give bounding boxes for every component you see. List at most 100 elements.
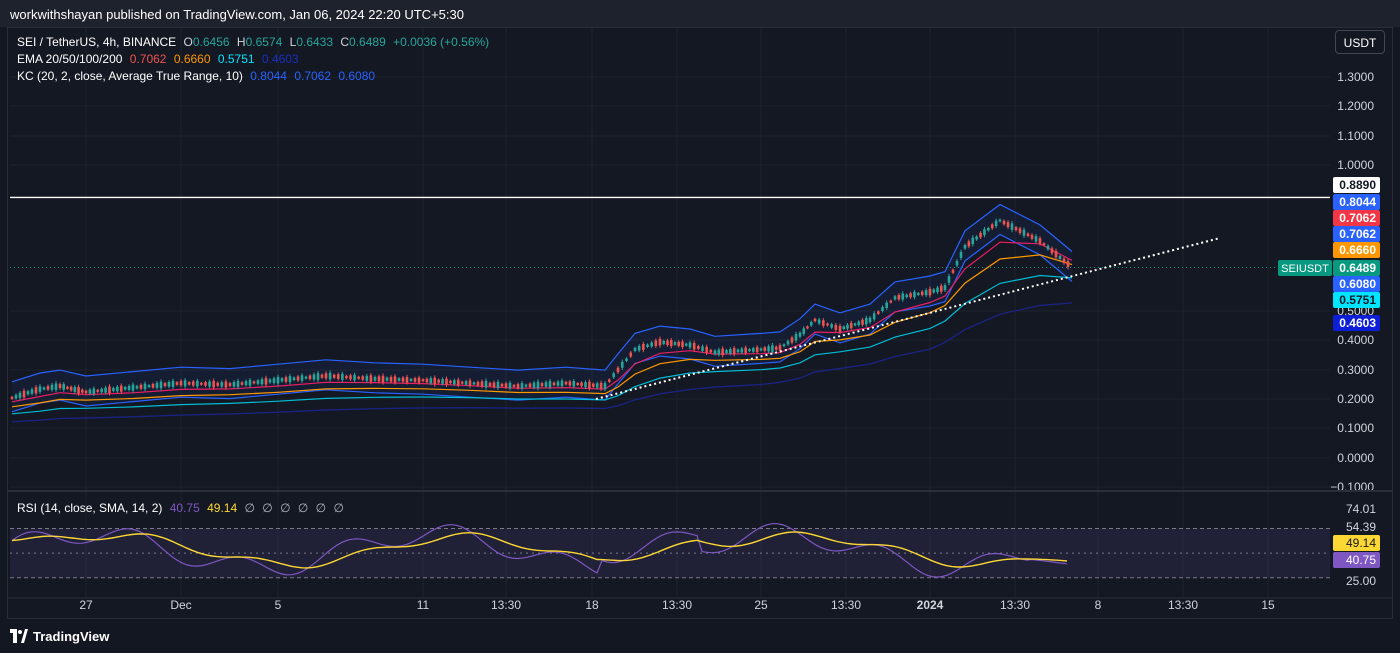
candle-body[interactable]	[967, 241, 971, 247]
candle-body[interactable]	[80, 389, 84, 393]
candle-body[interactable]	[666, 340, 669, 346]
candle-body[interactable]	[256, 380, 260, 384]
candle-body[interactable]	[936, 287, 939, 293]
candle-body[interactable]	[69, 386, 73, 391]
candle-body[interactable]	[684, 343, 688, 346]
candle-body[interactable]	[889, 300, 893, 303]
candle-body[interactable]	[1018, 228, 1022, 233]
candle-body[interactable]	[990, 224, 994, 229]
candle-body[interactable]	[155, 382, 159, 388]
candle-body[interactable]	[288, 376, 292, 383]
candle-body[interactable]	[58, 384, 62, 389]
ema-label[interactable]: EMA 20/50/100/200	[17, 52, 123, 66]
candle-body[interactable]	[959, 251, 963, 258]
candle-body[interactable]	[62, 384, 66, 390]
candle-body[interactable]	[42, 387, 46, 390]
candle-body[interactable]	[30, 389, 34, 394]
candle-body[interactable]	[520, 383, 524, 389]
candle-body[interactable]	[433, 377, 437, 385]
candle-body[interactable]	[100, 388, 103, 393]
candle-body[interactable]	[381, 375, 385, 383]
candle-body[interactable]	[179, 380, 183, 386]
candle-body[interactable]	[38, 386, 42, 392]
candle-body[interactable]	[736, 349, 740, 353]
candle-body[interactable]	[616, 367, 620, 373]
candle-body[interactable]	[389, 376, 393, 382]
candle-body[interactable]	[119, 385, 123, 392]
candle-body[interactable]	[204, 382, 207, 386]
candle-body[interactable]	[838, 325, 842, 332]
candle-body[interactable]	[449, 380, 452, 384]
candle-body[interactable]	[748, 349, 751, 352]
candle-body[interactable]	[979, 232, 982, 238]
candle-body[interactable]	[484, 380, 488, 388]
candle-body[interactable]	[405, 376, 409, 383]
candle-body[interactable]	[943, 285, 947, 291]
candle-body[interactable]	[755, 347, 759, 353]
candle-body[interactable]	[159, 381, 163, 389]
rsi-legend[interactable]: RSI (14, close, SMA, 14, 2) 40.75 49.14 …	[17, 501, 348, 515]
candle-body[interactable]	[316, 373, 320, 380]
candle-body[interactable]	[516, 384, 520, 389]
candle-body[interactable]	[345, 375, 348, 379]
candle-body[interactable]	[552, 382, 556, 386]
candle-body[interactable]	[248, 380, 252, 386]
candle-body[interactable]	[813, 318, 817, 322]
candle-body[interactable]	[332, 374, 336, 378]
candle-body[interactable]	[104, 387, 107, 393]
candle-body[interactable]	[951, 269, 955, 273]
candle-body[interactable]	[620, 361, 624, 368]
candle-body[interactable]	[14, 394, 18, 399]
candle-body[interactable]	[10, 396, 14, 399]
candle-body[interactable]	[280, 378, 284, 382]
candle-body[interactable]	[244, 381, 248, 386]
candle-body[interactable]	[592, 383, 595, 387]
candle-body[interactable]	[774, 346, 778, 350]
candle-body[interactable]	[112, 387, 115, 391]
candle-body[interactable]	[300, 375, 304, 381]
candle-body[interactable]	[171, 380, 175, 387]
candle-body[interactable]	[167, 382, 171, 387]
candle-body[interactable]	[864, 317, 868, 325]
candle-body[interactable]	[556, 381, 560, 386]
candle-body[interactable]	[312, 374, 316, 380]
candle-body[interactable]	[740, 348, 744, 353]
candle-body[interactable]	[456, 379, 460, 386]
candle-body[interactable]	[532, 382, 536, 388]
candle-body[interactable]	[662, 340, 666, 344]
candle-body[interactable]	[216, 382, 220, 386]
candle-body[interactable]	[998, 219, 1002, 222]
candle-body[interactable]	[492, 382, 496, 387]
candle-body[interactable]	[802, 328, 806, 334]
candle-body[interactable]	[77, 387, 80, 394]
candle-body[interactable]	[272, 378, 276, 383]
candle-body[interactable]	[445, 378, 448, 385]
candle-body[interactable]	[1010, 223, 1014, 230]
candle-body[interactable]	[320, 374, 324, 378]
candle-body[interactable]	[175, 382, 179, 385]
candle-body[interactable]	[421, 379, 425, 382]
currency-unit-button[interactable]: USDT	[1335, 30, 1385, 54]
candle-body[interactable]	[504, 383, 508, 388]
candle-body[interactable]	[928, 288, 932, 296]
candle-body[interactable]	[385, 377, 389, 381]
candle-body[interactable]	[135, 385, 139, 389]
candle-body[interactable]	[1002, 220, 1006, 225]
candle-body[interactable]	[369, 375, 373, 382]
candle-body[interactable]	[441, 379, 444, 384]
candle-body[interactable]	[200, 382, 203, 385]
candle-body[interactable]	[304, 376, 308, 379]
candle-body[interactable]	[183, 380, 187, 387]
candle-body[interactable]	[849, 322, 853, 329]
candle-body[interactable]	[692, 342, 696, 350]
candle-body[interactable]	[437, 379, 440, 383]
candle-body[interactable]	[572, 380, 576, 387]
candle-body[interactable]	[963, 245, 967, 249]
candle-body[interactable]	[697, 345, 700, 349]
candle-body[interactable]	[409, 378, 413, 381]
candle-body[interactable]	[84, 390, 88, 394]
candle-body[interactable]	[413, 378, 417, 382]
candle-body[interactable]	[373, 377, 377, 381]
candle-body[interactable]	[284, 377, 288, 382]
